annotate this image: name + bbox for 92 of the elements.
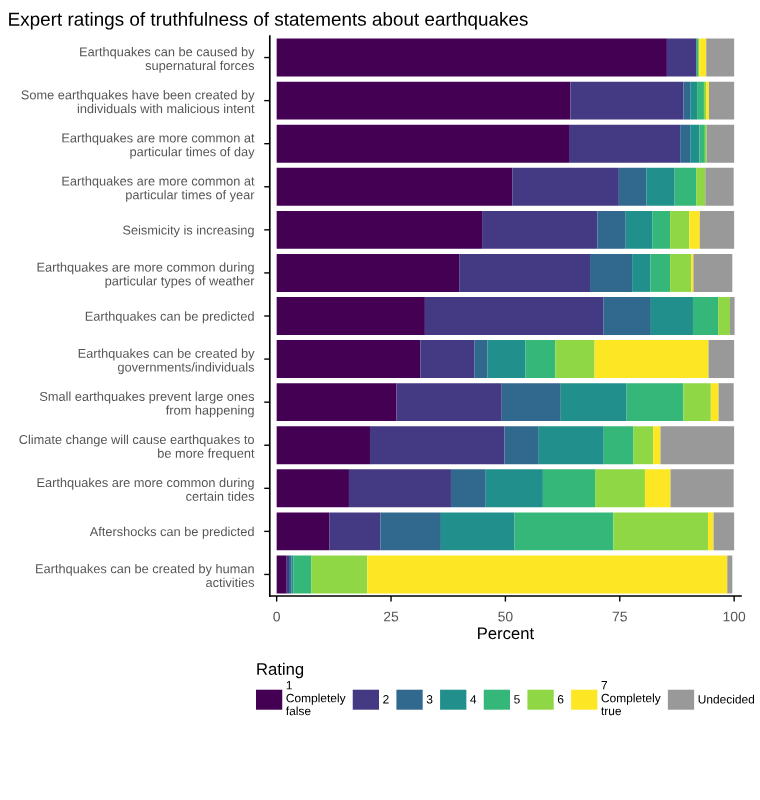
bar (652, 210, 671, 249)
bar (595, 469, 645, 508)
bar (680, 124, 691, 163)
bar (396, 383, 502, 422)
bar (674, 167, 697, 206)
bar (369, 426, 505, 465)
bar (367, 555, 728, 594)
bar (560, 383, 627, 422)
bar (276, 383, 397, 422)
bar (690, 124, 700, 163)
bar (450, 469, 486, 508)
bar (568, 124, 681, 163)
bar (487, 340, 526, 379)
bar (276, 469, 349, 508)
legend-title: Rating (257, 662, 304, 679)
bar (276, 253, 460, 292)
bar (512, 167, 619, 206)
bar (708, 81, 735, 120)
bar (633, 426, 654, 465)
bar (666, 38, 697, 77)
bar (696, 167, 706, 206)
bar (603, 426, 634, 465)
bar (670, 253, 692, 292)
bar (276, 297, 425, 335)
bar (597, 210, 626, 249)
bar (613, 512, 709, 551)
bar (329, 512, 381, 551)
bar (670, 469, 734, 508)
bar (705, 167, 734, 206)
bar (482, 210, 598, 249)
bar (697, 81, 704, 120)
bar (710, 383, 719, 422)
bar (276, 210, 483, 249)
bar (650, 253, 671, 292)
bar (653, 426, 661, 465)
bar (603, 297, 651, 335)
chart-title: Expert ratings of truthfulness of statements about earthquakes (9, 12, 528, 30)
bar (708, 512, 714, 551)
bar (504, 426, 539, 465)
bar (276, 340, 421, 379)
bar (514, 512, 614, 551)
bar (693, 253, 733, 292)
bar (683, 383, 711, 422)
bar (424, 297, 604, 335)
bar (718, 383, 734, 422)
bar (618, 167, 647, 206)
bar (644, 469, 671, 508)
bar (276, 512, 330, 551)
bar (594, 340, 709, 379)
bar (542, 469, 596, 508)
bar (660, 426, 735, 465)
bar (590, 253, 633, 292)
bar (293, 555, 312, 594)
bar (699, 124, 705, 163)
bar (570, 81, 684, 120)
bar (689, 210, 700, 249)
bar (348, 469, 451, 508)
bar (670, 210, 690, 249)
bar (713, 512, 735, 551)
bar (459, 253, 591, 292)
bar (555, 340, 595, 379)
bar (706, 124, 735, 163)
bar (380, 512, 441, 551)
bar (440, 512, 515, 551)
bar (485, 469, 543, 508)
bar (699, 210, 735, 249)
bar (626, 383, 684, 422)
bar (727, 555, 733, 594)
bar (699, 38, 707, 77)
bar (311, 555, 368, 594)
bar (501, 383, 561, 422)
bar (538, 426, 604, 465)
bar (420, 340, 475, 379)
bar (718, 297, 731, 335)
bar (706, 38, 735, 77)
bar (276, 38, 667, 77)
bar (683, 81, 691, 120)
bar (708, 340, 735, 379)
bar (625, 210, 653, 249)
bar (276, 426, 370, 465)
bar (276, 555, 287, 594)
bar (650, 297, 693, 335)
bar (474, 340, 488, 379)
x-axis-title: Percent (478, 627, 534, 640)
bar (276, 124, 569, 163)
bar (276, 81, 571, 120)
bar (632, 253, 651, 292)
bar (690, 81, 698, 120)
bar (276, 167, 513, 206)
bar (692, 297, 719, 335)
bar (646, 167, 675, 206)
bar (525, 340, 556, 379)
